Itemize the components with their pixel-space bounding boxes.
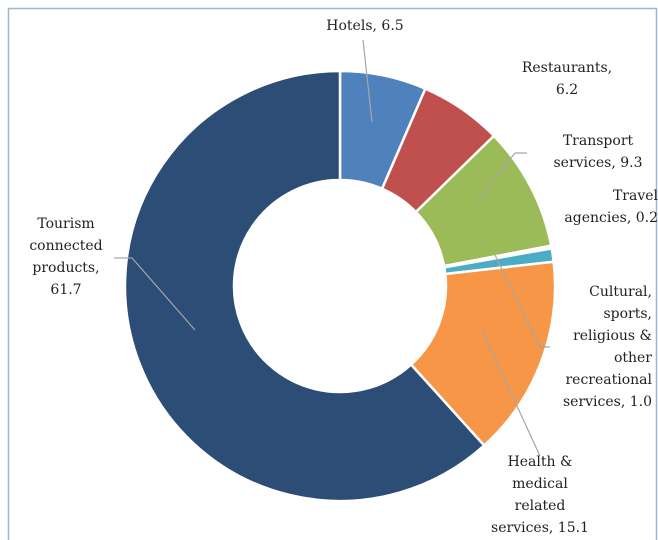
data-label-line: Transport (563, 133, 634, 149)
leader-line (114, 257, 196, 331)
data-label-line: Health & (508, 454, 573, 470)
data-label-line: services, 1.0 (563, 394, 652, 410)
data-label: Travel agencies, 0.2 (564, 188, 658, 226)
data-label: Health & medical related services, 15.1 (491, 454, 589, 536)
data-label-line: religious & (573, 328, 652, 344)
data-label-line: Tourism (37, 216, 94, 232)
data-label-line: products, (32, 260, 99, 276)
leader-line (362, 39, 373, 123)
data-label-line: services, 9.3 (553, 155, 642, 171)
data-label-line: agencies, 0.2 (564, 210, 658, 226)
leader-line (477, 152, 527, 201)
leader-line (481, 329, 541, 457)
data-label-line: Cultural, (589, 284, 652, 300)
donut-slice (409, 260, 557, 448)
data-label-line: Travel (613, 188, 658, 204)
data-label-line: 6.2 (556, 82, 578, 98)
data-label: Hotels, 6.5 (326, 18, 403, 34)
data-label: Cultural, sports, religious & other recreati… (563, 284, 653, 410)
data-label-line: related (515, 498, 566, 514)
leader-line (494, 254, 550, 348)
data-label-line: sports, (603, 306, 652, 322)
data-label-line: connected (29, 238, 102, 254)
data-label-line: 61.7 (50, 282, 81, 298)
data-label: Transport services, 9.3 (553, 133, 642, 171)
data-label: Restaurants, 6.2 (522, 60, 612, 98)
data-label-line: recreational (565, 372, 652, 388)
data-label-line: other (614, 350, 652, 366)
data-label-line: Restaurants, (522, 60, 612, 76)
donut-slice (123, 69, 486, 503)
data-label-line: Hotels, 6.5 (326, 18, 403, 34)
data-label-line: medical (512, 476, 568, 492)
data-label: Tourism connected products, 61.7 (29, 216, 102, 298)
data-label-line: services, 15.1 (491, 520, 589, 536)
